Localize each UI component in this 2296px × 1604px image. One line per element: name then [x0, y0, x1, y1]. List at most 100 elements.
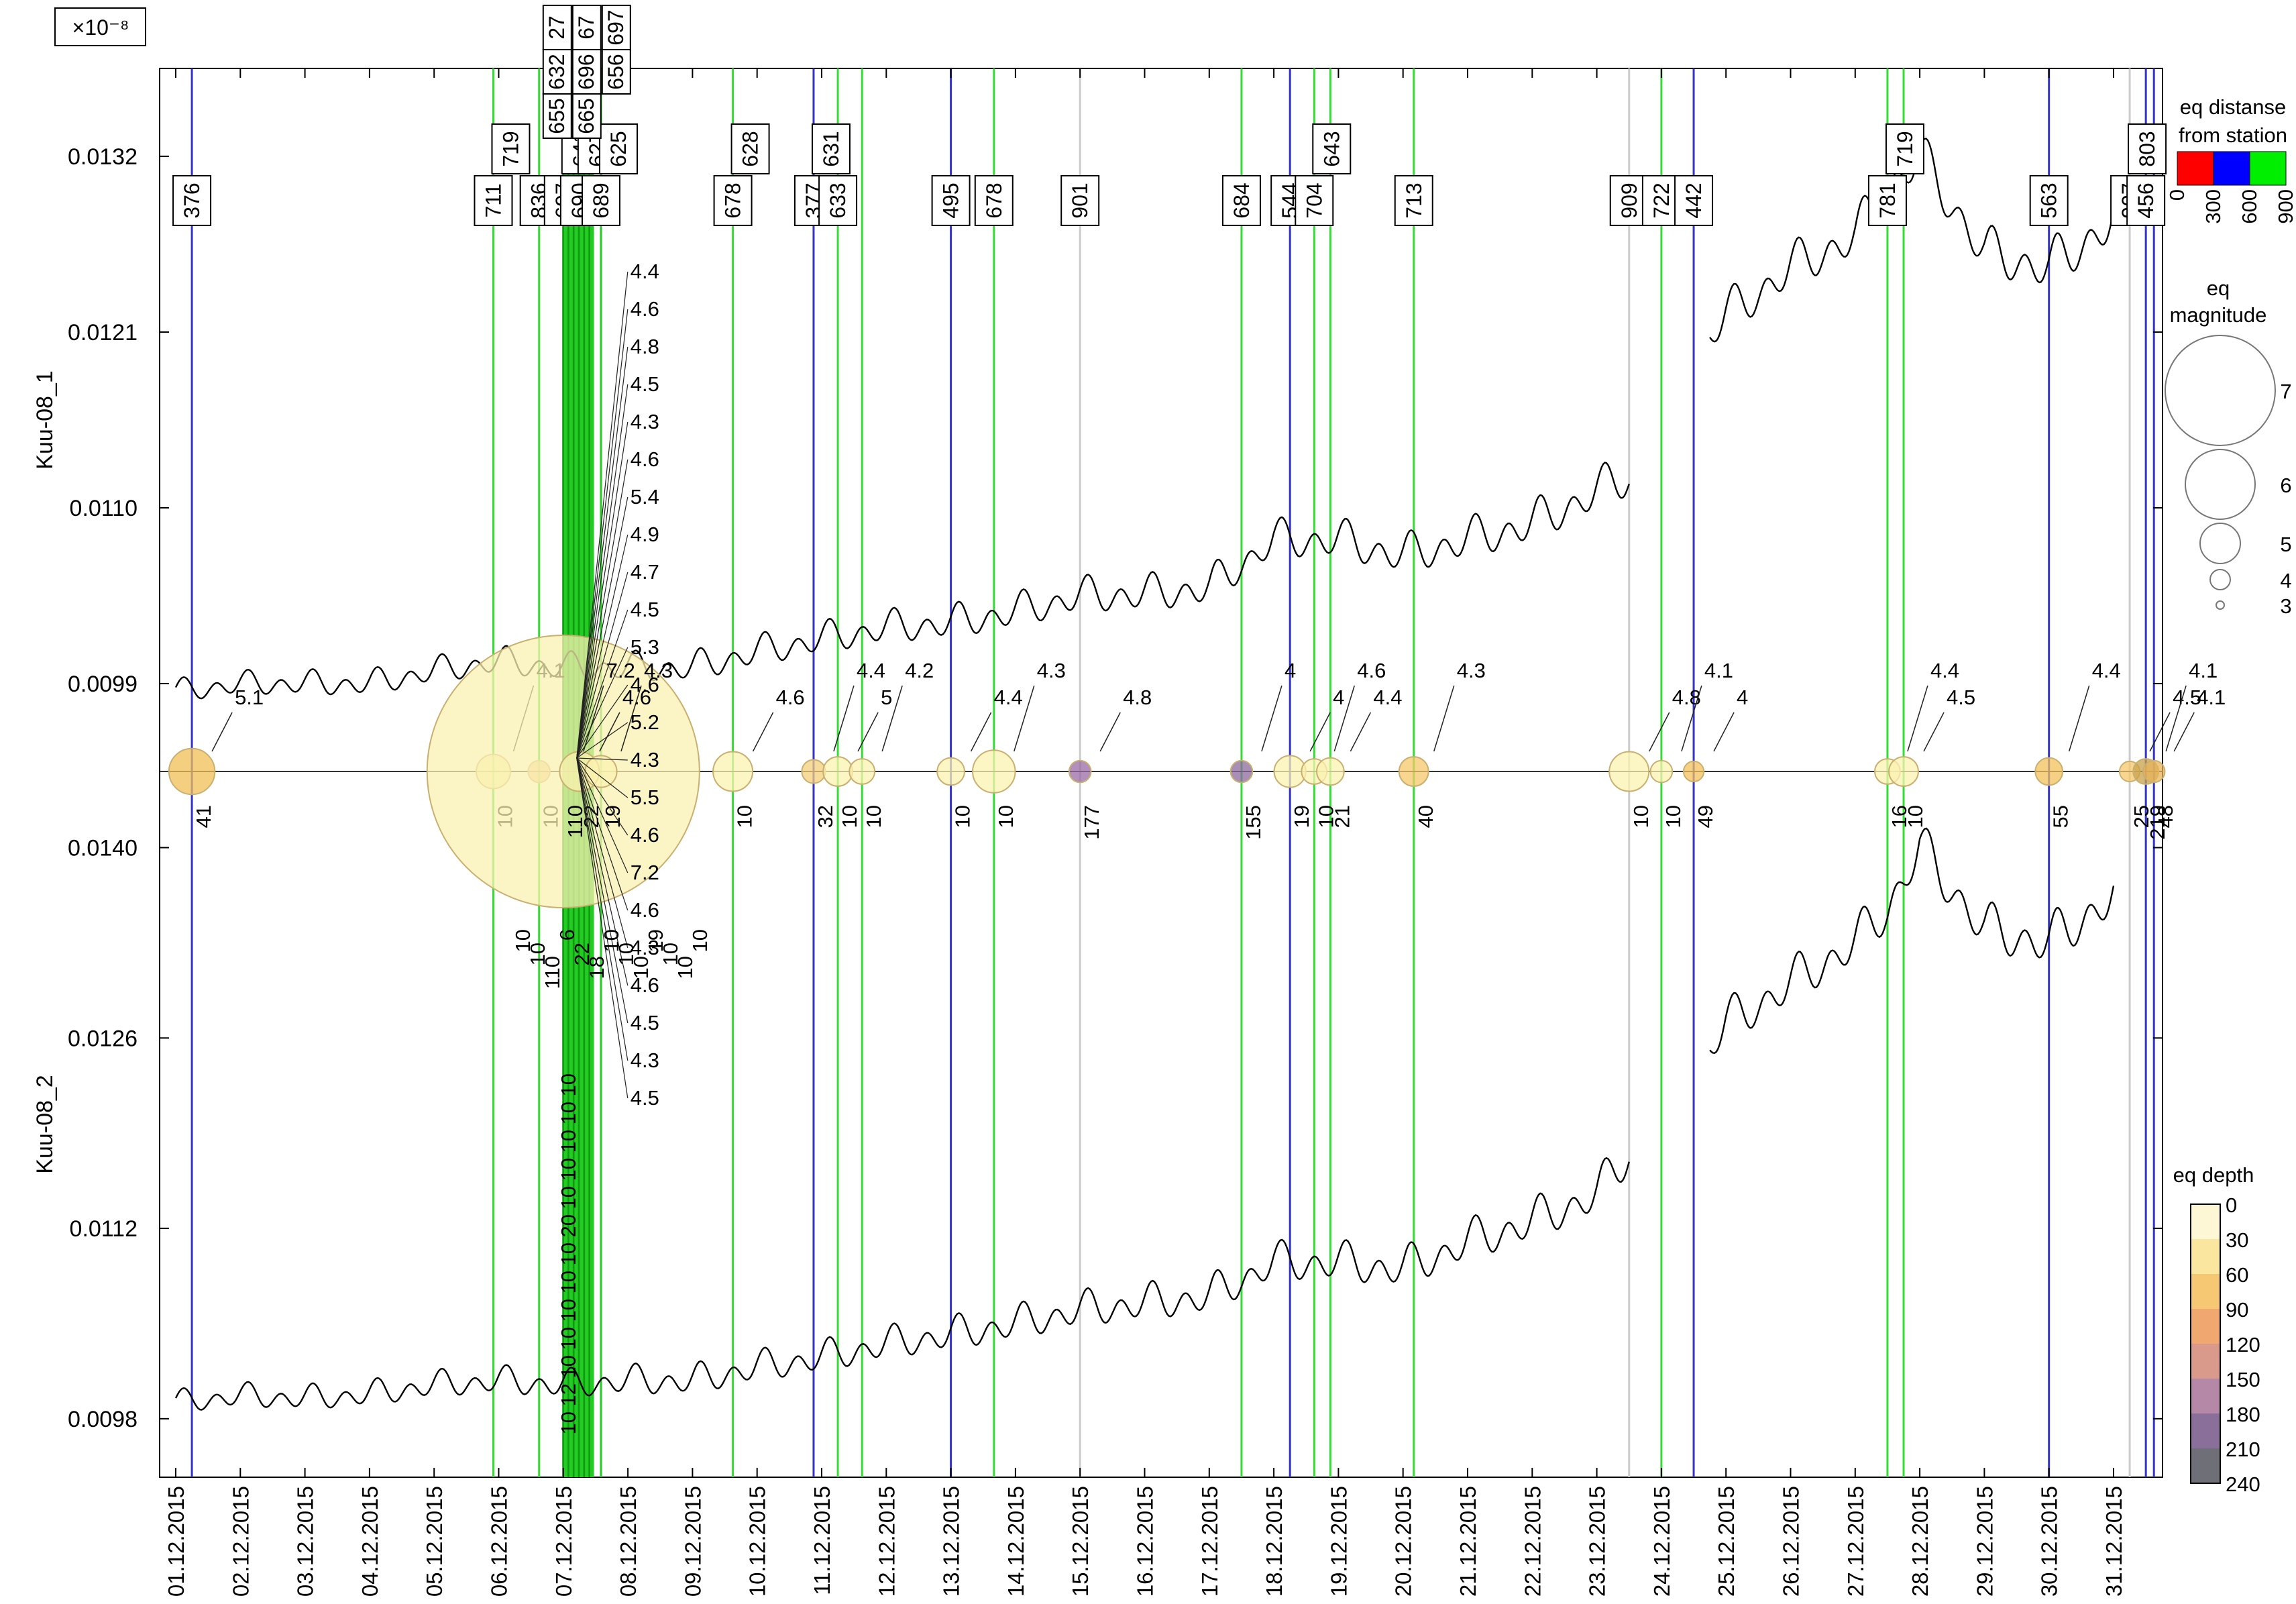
cluster-magnitude-leader — [576, 309, 628, 759]
depth-legend-swatch — [2191, 1204, 2220, 1239]
cluster-distance-label: 696 — [574, 54, 598, 89]
magnitude-leader — [620, 685, 642, 752]
cluster-magnitude-leader — [576, 572, 628, 759]
magnitude-legend-title-2: magnitude — [2170, 303, 2267, 327]
cluster-magnitude-leader — [576, 757, 628, 1024]
x-tick-label: 21.12.2015 — [1456, 1486, 1480, 1597]
depth-legend-tick: 0 — [2226, 1193, 2237, 1217]
distance-box — [1221, 175, 1261, 226]
distance-label: 711 — [481, 183, 505, 217]
magnitude-leader — [833, 685, 855, 752]
magnitude-label: 4.6 — [622, 686, 651, 709]
distance-label: 689 — [589, 182, 613, 218]
event-marker — [1398, 756, 1429, 787]
magnitude-leader — [881, 685, 903, 752]
distance-label: 633 — [826, 182, 850, 218]
distance-label: 563 — [2037, 182, 2061, 218]
event-marker — [972, 749, 1016, 794]
cluster-distance-label: 656 — [604, 54, 628, 89]
cluster-depth-label: 10 — [600, 929, 623, 952]
x-tick-label: 29.12.2015 — [1972, 1486, 1997, 1597]
magnitude-label: 4.8 — [1672, 686, 1701, 709]
series-line-Kuu-08_1 — [174, 462, 1630, 700]
magnitude-label: 4.1 — [2189, 659, 2218, 682]
distance-box — [1295, 175, 1334, 226]
y-tick-label: 0.0126 — [68, 1026, 138, 1051]
cluster-magnitude-label: 4.8 — [631, 335, 659, 358]
cluster-magnitude-leader — [576, 757, 628, 949]
cluster-distance-box — [542, 93, 572, 139]
distance-label-upper: 803 — [2135, 131, 2159, 166]
events-layer: 3765.1417117194.110836106976417.21106906… — [160, 5, 2226, 1434]
magnitude-legend-circle — [2185, 449, 2256, 520]
magnitude-leader — [1333, 685, 1356, 752]
cluster-depth-label-lower: 20 — [557, 1214, 580, 1237]
depth-label: 10 — [733, 805, 757, 828]
cluster-magnitude-label: 4.5 — [631, 1086, 659, 1110]
x-tick-label: 19.12.2015 — [1326, 1486, 1351, 1597]
cluster-distance-label: 665 — [574, 98, 598, 133]
distance-label-upper: 719 — [1893, 131, 1917, 166]
depth-label: 10 — [1314, 805, 1337, 828]
magnitude-label: 4 — [1737, 686, 1748, 709]
distance-legend-title-2: from station — [2179, 123, 2287, 147]
cluster-magnitude-leader — [576, 757, 628, 798]
magnitude-leader — [1309, 712, 1331, 752]
y-tick-label: 0.0099 — [68, 672, 138, 697]
cluster-depth-label: 10 — [511, 929, 535, 952]
depth-label: 48 — [2154, 805, 2177, 828]
magnitude-label: 4 — [1333, 686, 1344, 709]
magnitude-label: 4.4 — [994, 686, 1023, 709]
event-marker — [1649, 759, 1674, 784]
magnitude-legend-value: 6 — [2280, 474, 2291, 497]
cluster-depth-label: 10 — [526, 943, 549, 965]
magnitude-leader — [1681, 685, 1702, 752]
magnitude-label: 4.5 — [2173, 686, 2201, 709]
x-tick-label: 11.12.2015 — [810, 1486, 834, 1595]
cluster-magnitude-label: 4.9 — [631, 523, 659, 546]
event-marker — [1888, 756, 1919, 787]
distance-legend-title-1: eq distanse — [2180, 95, 2287, 119]
event-marker — [849, 758, 876, 785]
depth-label: 10 — [1629, 805, 1653, 828]
cluster-distance-box — [571, 93, 602, 139]
distance-label: 376 — [180, 182, 204, 218]
cluster-magnitude-label: 4.6 — [631, 447, 659, 471]
depth-label: 49 — [1694, 805, 1717, 828]
cluster-magnitude-label: 4.7 — [631, 560, 659, 584]
cluster-magnitude-label: 4.6 — [631, 973, 659, 997]
distance-box-upper — [811, 123, 851, 174]
depth-label: 55 — [2049, 805, 2073, 828]
axes-layer: 0.0132 0.0121 0.0110 0.0099 Kuu-08_1 0.0140 0.… — [32, 68, 2163, 1597]
depth-label: 155 — [1242, 805, 1265, 840]
series-line-Kuu-08_1-after-gap — [1709, 138, 2115, 343]
y-tick-label: 0.0121 — [68, 320, 138, 345]
x-tick-label: 02.12.2015 — [228, 1486, 253, 1597]
depth-legend-frame — [2190, 1204, 2221, 1484]
magnitude-leader — [2165, 685, 2187, 752]
cluster-distance-label: 655 — [545, 98, 569, 133]
x-tick-label: 01.12.2015 — [164, 1486, 188, 1597]
distance-box-upper — [730, 123, 770, 174]
event-marker — [801, 759, 826, 784]
x-tick-label: 25.12.2015 — [1714, 1486, 1739, 1597]
x-tick-label: 30.12.2015 — [2037, 1486, 2062, 1597]
depth-label: 10 — [838, 805, 861, 828]
depth-label: 19 — [1290, 805, 1313, 828]
distance-box — [1674, 175, 1714, 226]
cluster-magnitude-leader — [576, 757, 628, 761]
magnitude-legend-circle — [2199, 523, 2241, 564]
distance-box-upper — [491, 123, 531, 174]
cluster-distance-label: 697 — [604, 9, 628, 45]
cluster-magnitude-leader — [576, 459, 628, 759]
depth-legend-swatch — [2191, 1413, 2220, 1448]
magnitude-leader — [2173, 712, 2195, 752]
y-tick-label: 0.0112 — [70, 1216, 138, 1242]
depth-legend-tick: 30 — [2226, 1228, 2248, 1252]
depth-label: 10 — [862, 805, 885, 828]
magnitude-leader — [1350, 712, 1372, 752]
cluster-depth-label-lower: 10 — [557, 1073, 580, 1096]
depth-label: 32 — [814, 805, 837, 828]
distance-label: 456 — [2134, 182, 2158, 218]
distance-legend-tick: 900 — [2274, 189, 2296, 224]
